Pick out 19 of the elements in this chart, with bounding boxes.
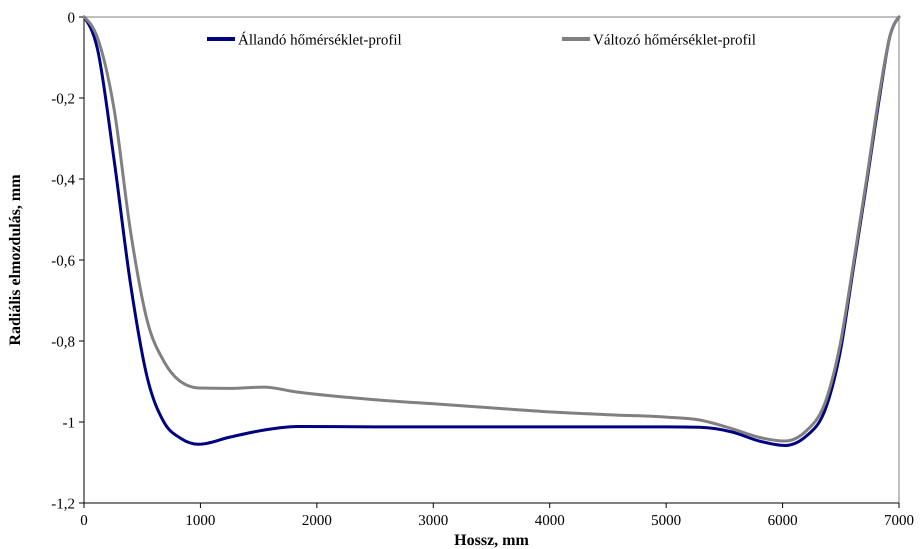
legend-label: Változó hőmérséklet-profil	[593, 32, 756, 48]
y-tick-label: -1,2	[51, 496, 75, 512]
x-axis-title: Hossz, mm	[454, 532, 530, 549]
y-tick-label: -0,2	[51, 91, 75, 108]
x-tick-label: 1000	[185, 513, 216, 529]
x-tick-label: 7000	[884, 513, 914, 529]
x-tick-label: 0	[80, 513, 88, 529]
x-tick-label: 3000	[418, 513, 448, 529]
x-tick-label: 6000	[768, 513, 798, 529]
y-tick-label: -0,8	[51, 334, 75, 350]
y-tick-label: -0,4	[51, 172, 76, 188]
x-tick-label: 4000	[534, 513, 565, 529]
legend-label: Állandó hőmérséklet-profil	[238, 31, 402, 48]
x-tick-label: 5000	[651, 513, 682, 529]
y-tick-label: -0,6	[51, 253, 76, 270]
y-tick-label: -1	[62, 415, 75, 432]
y-axis-title: Radiális elmozdulás, mm	[7, 174, 24, 346]
y-tick-label: 0	[68, 10, 75, 26]
x-tick-label: 2000	[302, 513, 332, 529]
